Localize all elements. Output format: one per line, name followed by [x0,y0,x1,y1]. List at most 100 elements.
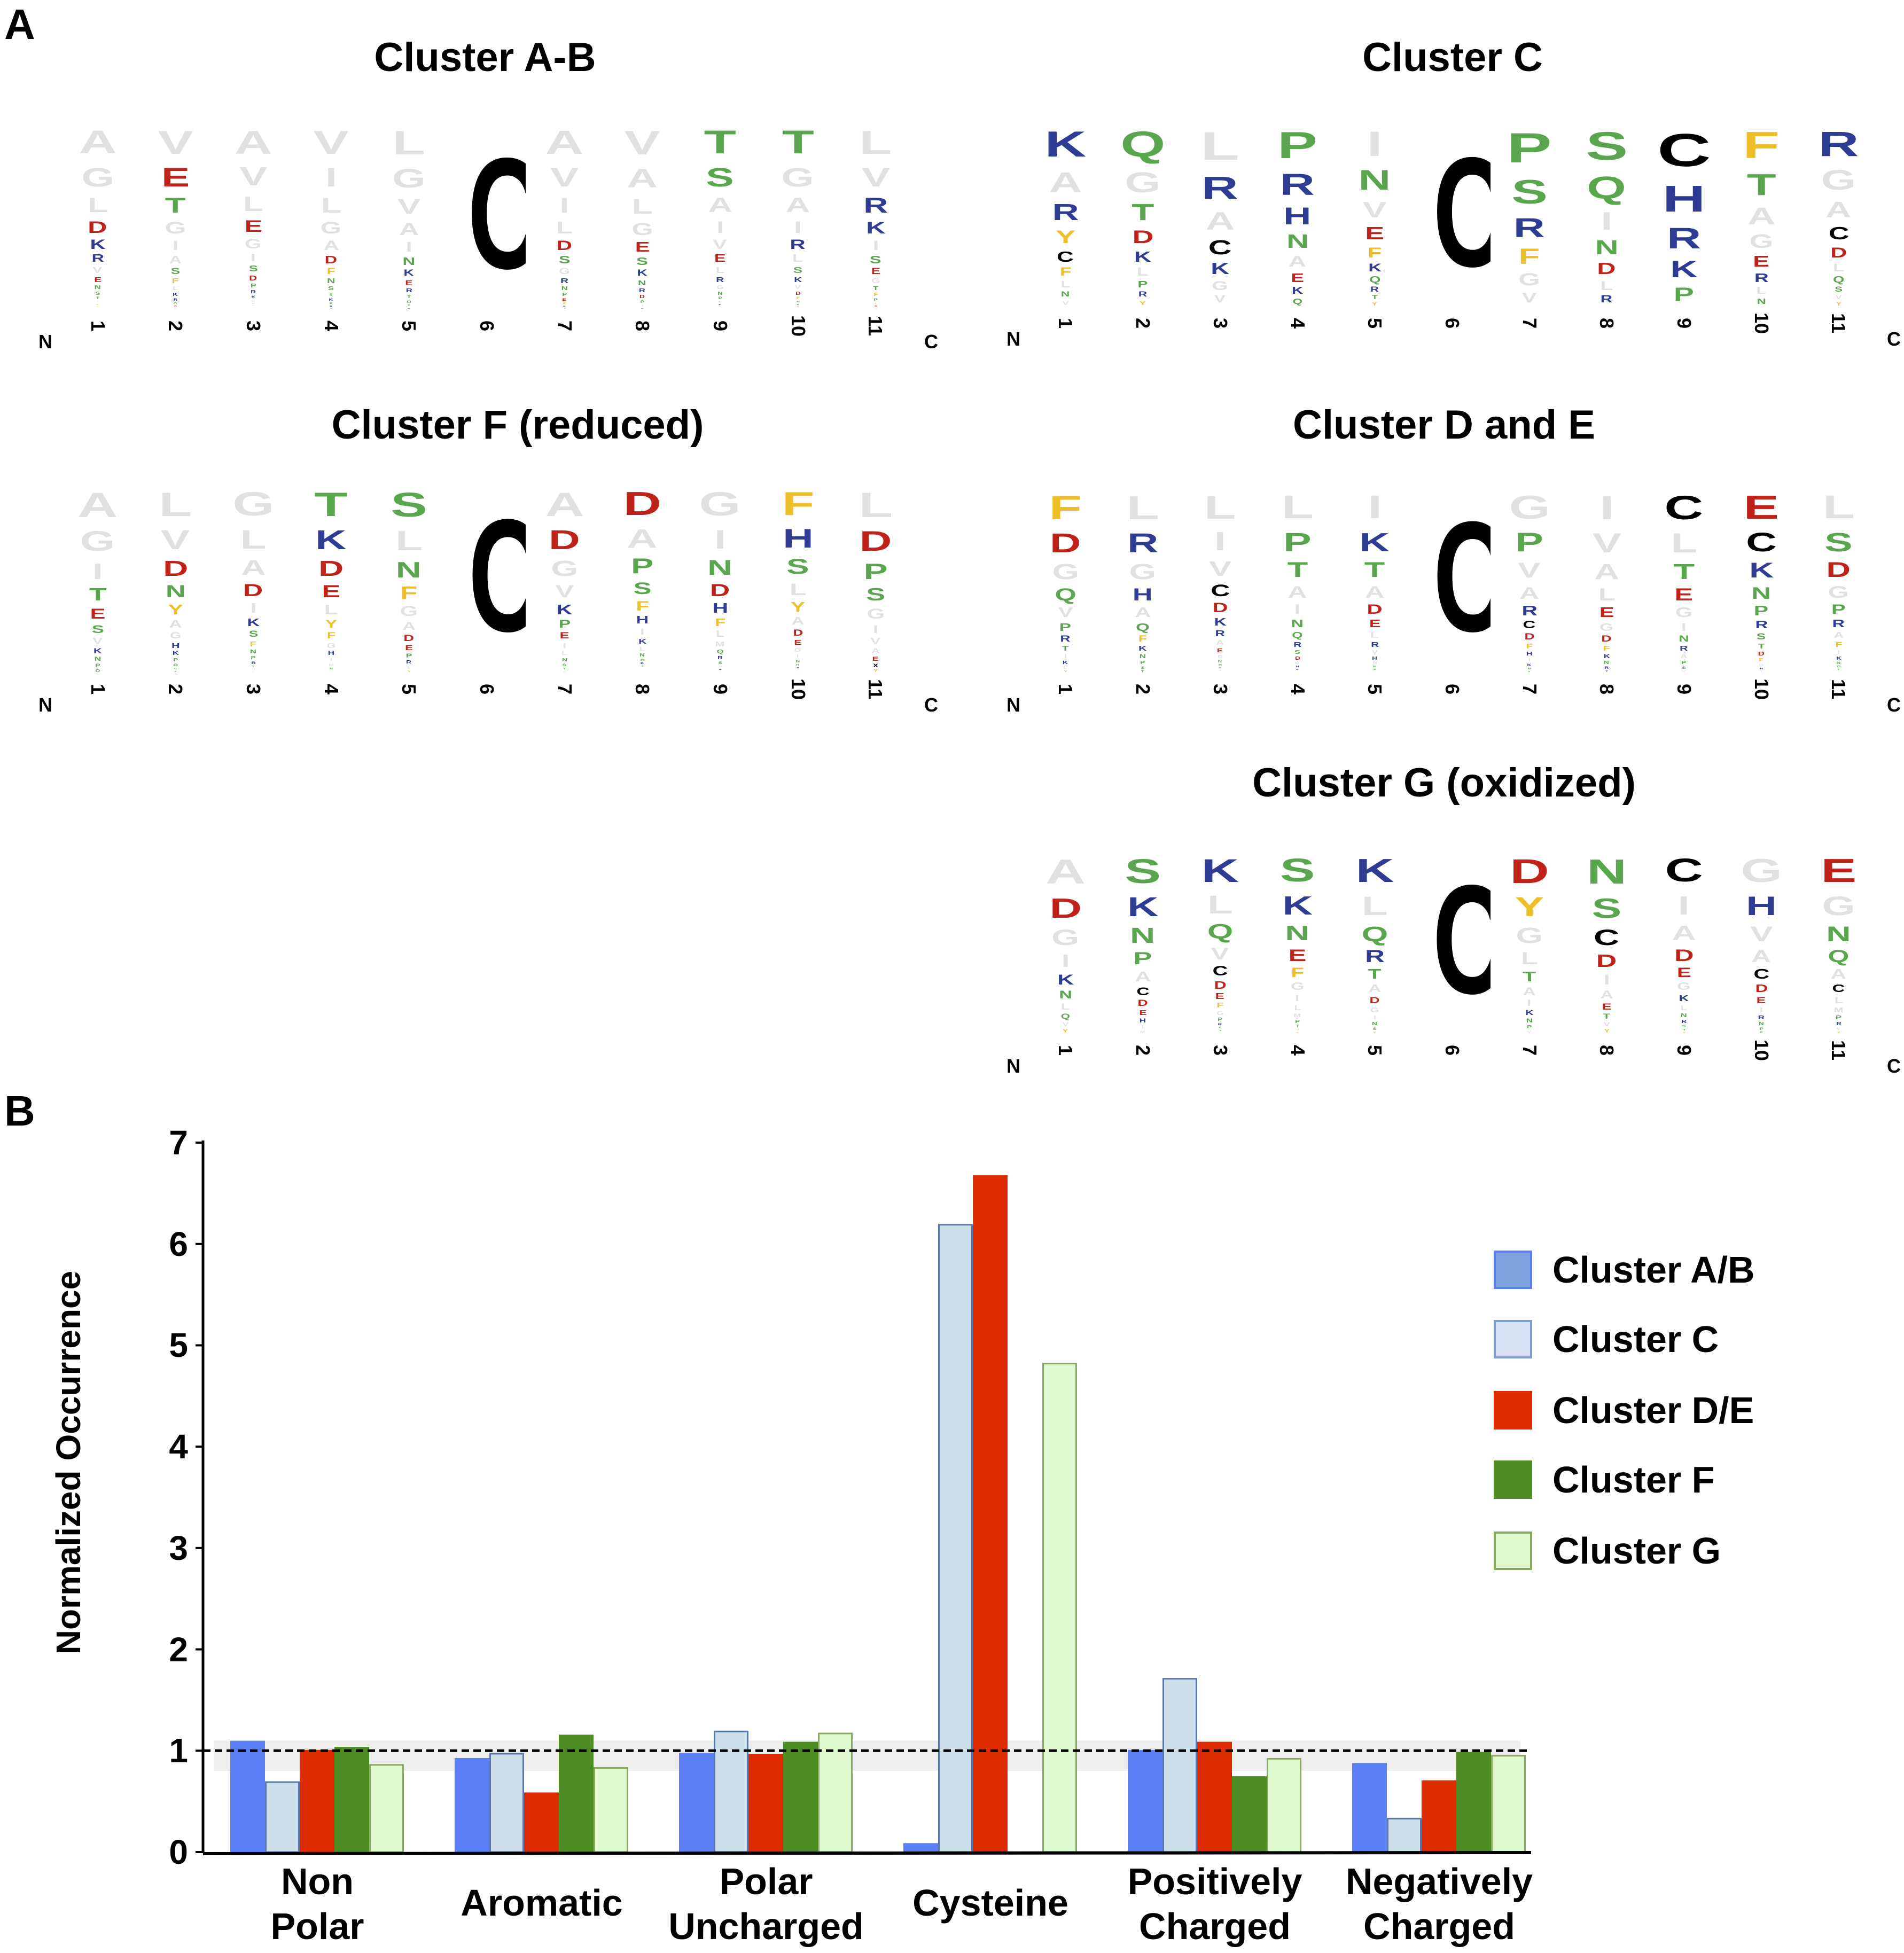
logo-letter: I [370,240,448,256]
logo-letter: D [759,628,837,638]
logo-letter-glyph: D [1758,651,1765,657]
logo-letter-glyph: N [1286,231,1309,253]
logo-letter: I [1568,207,1645,237]
logo-letter: C [1414,489,1491,672]
logo-letter: V [837,163,915,194]
logo-letter-glyph: H [327,650,334,657]
logo-letter: G [1800,165,1877,198]
logo-letter: N [1336,165,1414,198]
logo-letter-glyph: S [1528,670,1531,672]
logo-letter-glyph: P [1515,528,1544,558]
logo-letter: T [1800,667,1877,670]
logo-letter-glyph: T [1837,668,1840,670]
y-tick-label: 5 [169,1326,188,1365]
bar-cluster-c-1 [489,1753,524,1853]
logo-letter-glyph: P [95,662,100,668]
logo-letter-glyph: I [1214,527,1226,556]
logo-letter-glyph: G [1828,582,1850,601]
logo-letter: N [603,652,681,657]
logo-letter: N [681,290,759,295]
logo-letter-glyph: L [321,193,342,217]
logo-letter-glyph: D [1830,244,1847,261]
logo-letter-glyph: R [91,253,104,265]
logo-letter: E [370,644,448,652]
logo-letter: F [1800,640,1877,649]
logo-letter-glyph: V [1214,294,1226,306]
logo-letter: Y [370,669,448,672]
logo-letter: D [137,557,215,582]
logo-letter-glyph: P [873,298,878,301]
logo-letter-glyph: K [1214,616,1227,629]
logo-letter: X [681,667,759,670]
logo-letter: L [1181,489,1259,527]
logo-letter-glyph: I [559,193,569,217]
logo-letter: E [1336,224,1414,245]
sequence-logo-de: FDGQVPRTIKLYLRGHAQFKNPSTLIVCDKRAEGNQSTYL… [1027,489,1877,672]
logo-letter-glyph: Q [1837,666,1840,668]
logo-letter: L [681,265,759,276]
logo-letter: T [1336,967,1414,983]
logo-letter: L [137,486,215,525]
logo-letter: V [370,194,448,220]
category-label: Positively Charged [1128,1859,1302,1949]
logo-letter-glyph: D [859,526,892,558]
logo-letter: N [1800,660,1877,664]
logo-letter: G [214,237,292,252]
logo-letter: N [526,285,604,291]
logo-letter: L [1181,124,1259,170]
logo-letter: L [292,602,370,618]
logo-letter: I [1259,602,1336,618]
logo-letter: L [1027,279,1104,291]
logo-letter: G [603,220,681,239]
logo-letter-glyph: D [710,581,730,600]
logo-letter-glyph: D [639,294,645,299]
category-label-line: Non [280,1861,354,1902]
logo-letter-glyph: G [1749,231,1774,253]
logo-letter-glyph: T [407,294,411,299]
logo-letter: N [1723,297,1800,306]
logo-letter: M [1259,1012,1336,1018]
logo-letter: T [1104,669,1182,672]
logo-letter-glyph: A [627,163,658,193]
logo-letter-glyph: E [1599,605,1614,620]
logo-letter: S [59,623,137,636]
logo-letter: K [1027,659,1104,664]
logo-letter: I [1336,489,1414,528]
legend-item: Cluster D/E [1494,1389,1754,1431]
logo-letter: I [292,163,370,194]
logo-letter: D [1800,558,1877,583]
logo-letter: R [759,237,837,253]
logo-letter: Q [1800,664,1877,667]
c-terminus-label: C [924,331,938,353]
logo-letter: L [1800,261,1877,275]
logo-letter-glyph: C [1057,248,1074,265]
logo-letter: R [1259,168,1336,203]
logo-letter: Y [759,600,837,616]
logo-letter-glyph: L [716,265,724,275]
logo-letter: T [137,669,215,672]
logo-letter: F [214,303,292,306]
logo-letter-glyph: K [638,637,646,645]
logo-letter: V [1336,198,1414,224]
logo-letter: G [137,631,215,641]
logo-letter-glyph: R [863,193,888,217]
logo-letter: V [603,667,681,669]
logo-letter: P [1259,528,1336,558]
logo-letter: M [1104,1029,1182,1033]
legend-label: Cluster D/E [1552,1389,1754,1431]
logo-letter: K [1723,559,1800,583]
logo-letter: A [1491,584,1568,604]
logo-letter-glyph: F [326,267,335,277]
logo-letter-glyph: I [325,163,337,193]
logo-letter-glyph: S [170,267,181,277]
logo-letter: V [1336,649,1414,655]
logo-letter: G [1027,925,1104,951]
logo-letter-glyph: T [1296,1025,1299,1027]
logo-letter: D [292,254,370,267]
logo-letter-glyph: F [719,300,722,302]
logo-letter: Q [137,301,215,304]
logo-letter: S [1568,124,1645,170]
logo-letter: A [59,486,137,526]
logo-letter-glyph: I [1373,1015,1376,1021]
logo-letter: K [137,291,215,297]
